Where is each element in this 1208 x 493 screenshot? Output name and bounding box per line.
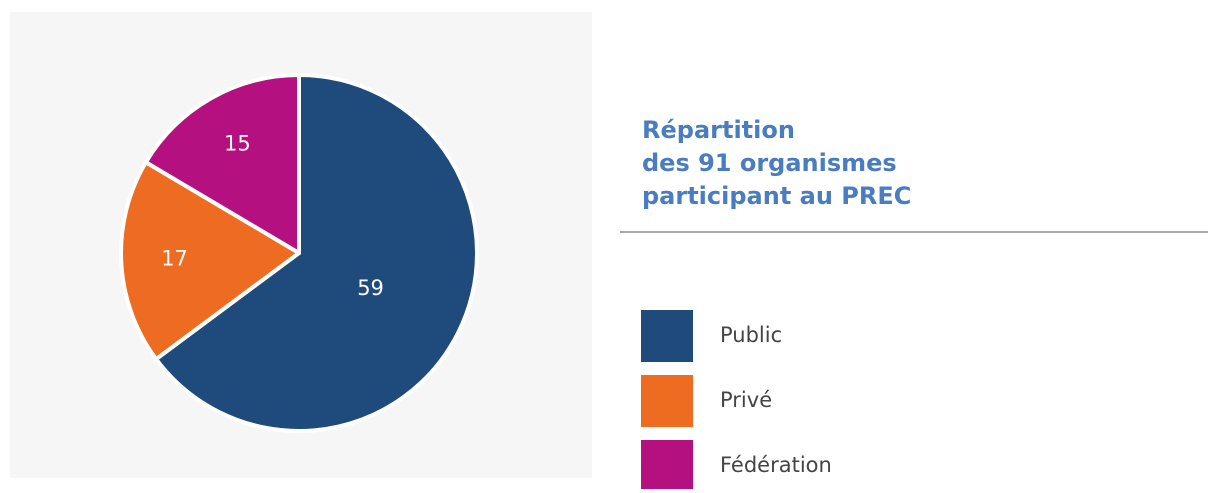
data-label: 59 xyxy=(357,276,384,300)
chart-title: Répartition xyxy=(642,116,795,144)
legend-swatch xyxy=(641,440,693,492)
legend-label: Fédération xyxy=(720,453,832,477)
data-label: 15 xyxy=(224,132,251,156)
legend-swatch xyxy=(641,310,693,362)
pie-slice xyxy=(154,73,479,433)
legend-label: Public xyxy=(720,323,782,347)
pie-slice xyxy=(119,160,301,362)
chart-title: participant au PREC xyxy=(642,182,911,210)
data-label: 17 xyxy=(161,246,188,270)
chart-title: des 91 organismes xyxy=(642,149,897,177)
legend-swatch xyxy=(641,375,693,427)
legend-label: Privé xyxy=(720,388,772,412)
pie-slice xyxy=(143,73,301,255)
